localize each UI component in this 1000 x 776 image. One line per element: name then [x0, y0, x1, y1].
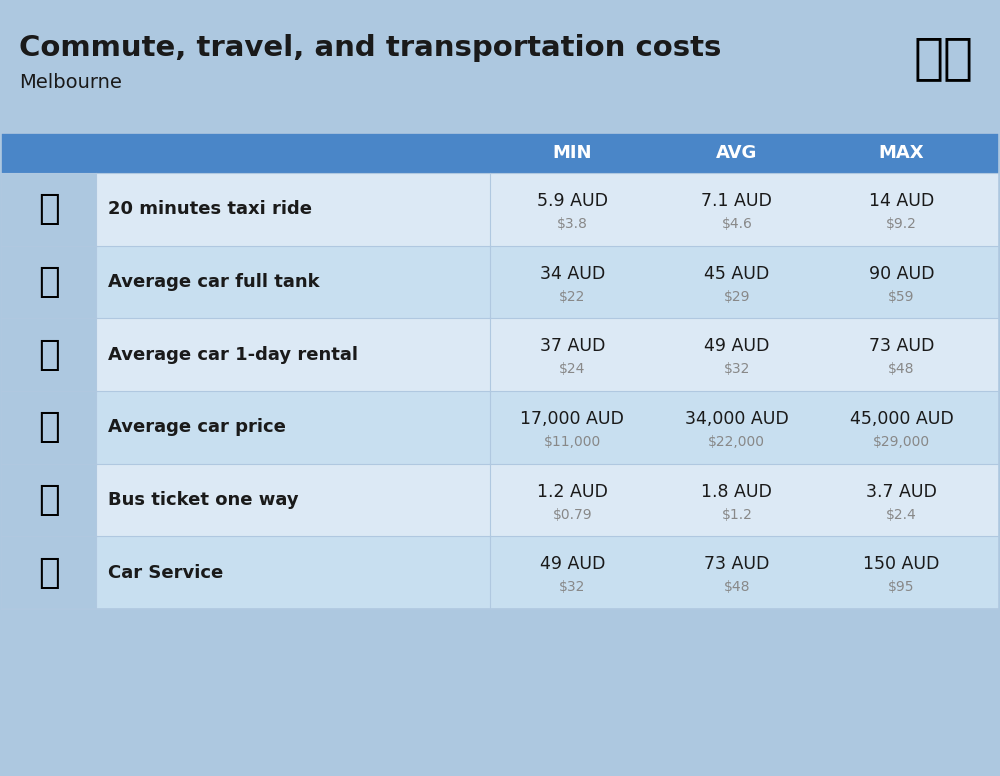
Text: 🚌: 🚌: [38, 483, 60, 517]
Text: 14 AUD: 14 AUD: [869, 192, 934, 210]
FancyBboxPatch shape: [1, 464, 999, 536]
Text: $22: $22: [559, 289, 585, 303]
Text: $29,000: $29,000: [873, 435, 930, 449]
Text: 20 minutes taxi ride: 20 minutes taxi ride: [108, 200, 312, 218]
Text: 90 AUD: 90 AUD: [869, 265, 934, 282]
Text: $0.79: $0.79: [552, 508, 592, 521]
Text: $3.8: $3.8: [557, 217, 588, 231]
Text: 🚕: 🚕: [38, 192, 60, 227]
FancyBboxPatch shape: [96, 133, 490, 173]
Text: $11,000: $11,000: [544, 435, 601, 449]
Text: $1.2: $1.2: [721, 508, 752, 521]
FancyBboxPatch shape: [1, 133, 999, 173]
FancyBboxPatch shape: [1, 318, 96, 391]
Text: Commute, travel, and transportation costs: Commute, travel, and transportation cost…: [19, 34, 722, 62]
Text: 34,000 AUD: 34,000 AUD: [685, 410, 789, 428]
Text: $48: $48: [724, 580, 750, 594]
FancyBboxPatch shape: [1, 246, 96, 318]
Text: 49 AUD: 49 AUD: [540, 556, 605, 573]
Text: 45 AUD: 45 AUD: [704, 265, 769, 282]
FancyBboxPatch shape: [1, 464, 96, 536]
FancyBboxPatch shape: [1, 133, 96, 173]
Text: MAX: MAX: [879, 144, 924, 162]
Text: 37 AUD: 37 AUD: [540, 338, 605, 355]
FancyBboxPatch shape: [1, 391, 999, 464]
Text: $9.2: $9.2: [886, 217, 917, 231]
Text: 1.2 AUD: 1.2 AUD: [537, 483, 608, 501]
Text: Average car 1-day rental: Average car 1-day rental: [108, 346, 358, 364]
Text: 🛠: 🛠: [38, 556, 60, 590]
Text: 🇦🇺: 🇦🇺: [914, 34, 974, 81]
Text: $95: $95: [888, 580, 915, 594]
Text: $29: $29: [724, 289, 750, 303]
Text: $4.6: $4.6: [721, 217, 752, 231]
Text: 5.9 AUD: 5.9 AUD: [537, 192, 608, 210]
Text: $2.4: $2.4: [886, 508, 917, 521]
Text: ⛽: ⛽: [38, 265, 60, 299]
FancyBboxPatch shape: [1, 173, 999, 246]
Text: 73 AUD: 73 AUD: [704, 556, 770, 573]
FancyBboxPatch shape: [1, 246, 999, 318]
FancyBboxPatch shape: [1, 536, 999, 609]
Text: $48: $48: [888, 362, 915, 376]
Text: $32: $32: [724, 362, 750, 376]
Text: 7.1 AUD: 7.1 AUD: [701, 192, 772, 210]
Text: $24: $24: [559, 362, 585, 376]
FancyBboxPatch shape: [1, 318, 999, 391]
Text: 150 AUD: 150 AUD: [863, 556, 940, 573]
Text: Melbourne: Melbourne: [19, 72, 122, 92]
FancyBboxPatch shape: [1, 173, 96, 246]
Text: 17,000 AUD: 17,000 AUD: [520, 410, 624, 428]
Text: 73 AUD: 73 AUD: [869, 338, 934, 355]
Text: 3.7 AUD: 3.7 AUD: [866, 483, 937, 501]
Text: 1.8 AUD: 1.8 AUD: [701, 483, 772, 501]
Text: MIN: MIN: [553, 144, 592, 162]
FancyBboxPatch shape: [1, 536, 96, 609]
Text: 🚗: 🚗: [38, 411, 60, 445]
Text: $32: $32: [559, 580, 585, 594]
Text: Average car full tank: Average car full tank: [108, 273, 320, 291]
Text: 45,000 AUD: 45,000 AUD: [850, 410, 953, 428]
Text: Car Service: Car Service: [108, 564, 223, 582]
Text: Average car price: Average car price: [108, 418, 286, 436]
Text: 34 AUD: 34 AUD: [540, 265, 605, 282]
Text: $59: $59: [888, 289, 915, 303]
Text: $22,000: $22,000: [708, 435, 765, 449]
Text: Bus ticket one way: Bus ticket one way: [108, 491, 299, 509]
Text: 49 AUD: 49 AUD: [704, 338, 770, 355]
Text: AVG: AVG: [716, 144, 758, 162]
FancyBboxPatch shape: [1, 391, 96, 464]
Text: 🚙: 🚙: [38, 338, 60, 372]
